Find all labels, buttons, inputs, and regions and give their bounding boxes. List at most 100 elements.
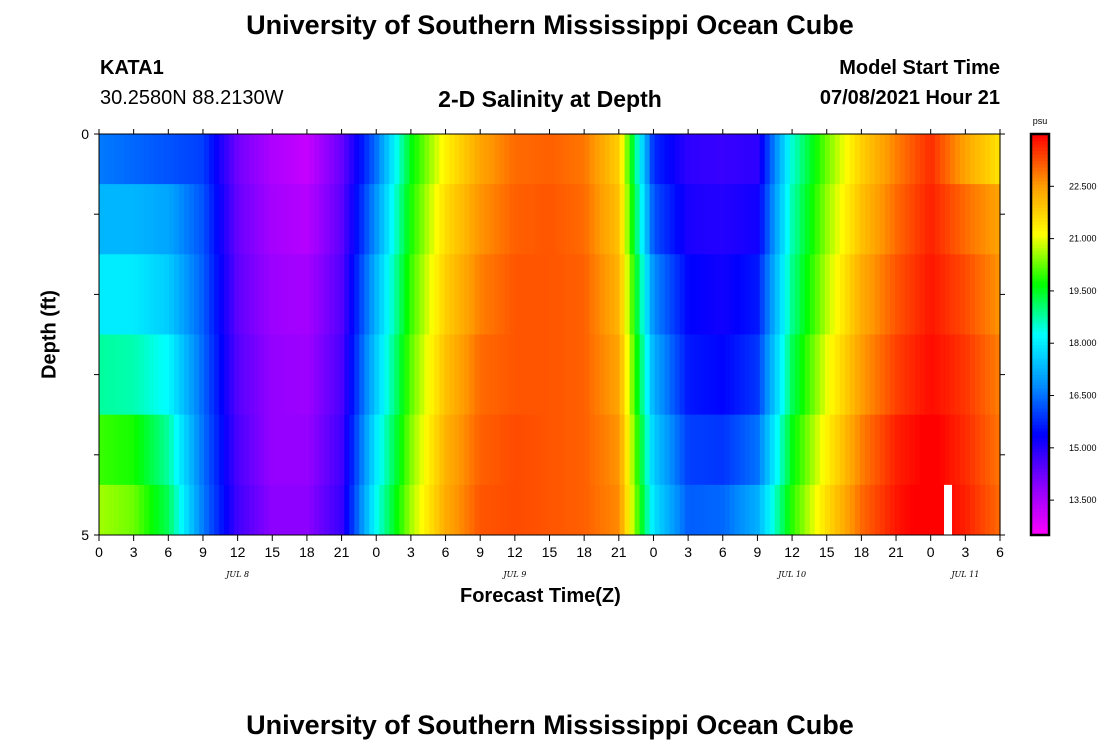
heatmap-cell bbox=[279, 254, 285, 335]
heatmap-cell bbox=[149, 334, 155, 416]
heatmap-cell bbox=[974, 334, 981, 416]
heatmap-cell bbox=[779, 254, 786, 335]
heatmap-cell bbox=[194, 254, 200, 335]
colorbar-segment bbox=[1031, 167, 1049, 172]
heatmap-cell bbox=[279, 134, 285, 185]
heatmap-cell bbox=[149, 254, 155, 335]
heatmap-cell bbox=[594, 184, 601, 255]
heatmap-cell bbox=[714, 254, 721, 335]
heatmap-cell bbox=[864, 334, 871, 416]
colorbar-segment bbox=[1031, 377, 1049, 382]
heatmap-cell bbox=[974, 254, 981, 335]
heatmap-cell bbox=[304, 484, 310, 536]
heatmap-cell bbox=[99, 254, 105, 335]
colorbar-segment bbox=[1031, 371, 1049, 376]
heatmap-cell bbox=[354, 134, 360, 185]
heatmap-cell bbox=[429, 334, 435, 416]
heatmap-cell bbox=[119, 134, 125, 185]
heatmap-cell bbox=[124, 484, 130, 536]
heatmap-cell bbox=[519, 334, 526, 416]
colorbar-segment bbox=[1031, 531, 1049, 536]
colorbar-segment bbox=[1031, 391, 1049, 396]
heatmap-cell bbox=[434, 254, 440, 335]
colorbar-segment bbox=[1031, 444, 1049, 449]
model-start-label: Model Start Time bbox=[839, 57, 1000, 79]
heatmap-cell bbox=[589, 254, 596, 335]
heatmap-cell bbox=[589, 134, 596, 185]
heatmap-cell bbox=[684, 334, 691, 416]
colorbar-segment bbox=[1031, 414, 1049, 419]
heatmap-cell bbox=[484, 484, 491, 536]
heatmap-cell bbox=[329, 334, 335, 416]
heatmap-cell bbox=[539, 414, 546, 486]
heatmap-cell bbox=[169, 484, 175, 536]
heatmap-cell bbox=[319, 254, 325, 335]
heatmap-cell bbox=[594, 414, 601, 486]
colorbar-segment bbox=[1031, 264, 1049, 269]
heatmap-cell bbox=[709, 184, 716, 255]
heatmap-cell bbox=[834, 334, 841, 416]
heatmap-cell bbox=[959, 184, 966, 255]
heatmap-cell bbox=[904, 334, 911, 416]
heatmap-cell bbox=[784, 184, 791, 255]
colorbar-segment bbox=[1031, 504, 1049, 509]
heatmap-cell bbox=[114, 184, 120, 255]
heatmap-cell bbox=[434, 134, 440, 185]
heatmap-cell bbox=[924, 334, 931, 416]
heatmap-cell bbox=[629, 254, 636, 335]
heatmap-cell bbox=[604, 414, 611, 486]
heatmap-cell bbox=[584, 484, 591, 536]
heatmap-cell bbox=[259, 484, 265, 536]
colorbar-segment bbox=[1031, 351, 1049, 356]
colorbar-segment bbox=[1031, 144, 1049, 148]
x-tick-label: 0 bbox=[927, 544, 935, 560]
heatmap-cell bbox=[304, 134, 310, 185]
heatmap-cell bbox=[189, 414, 195, 486]
heatmap-cell bbox=[954, 134, 961, 185]
heatmap-cell bbox=[494, 414, 501, 486]
heatmap-cell bbox=[909, 414, 916, 486]
heatmap-cell bbox=[704, 334, 711, 416]
heatmap-cell bbox=[634, 334, 641, 416]
colorbar-segment bbox=[1031, 224, 1049, 229]
heatmap-cell bbox=[969, 184, 976, 255]
heatmap-cell bbox=[409, 134, 415, 185]
heatmap-cell bbox=[244, 484, 250, 536]
heatmap-cell bbox=[599, 414, 606, 486]
heatmap-cell bbox=[499, 134, 506, 185]
heatmap-cell bbox=[619, 484, 626, 536]
heatmap-cell bbox=[844, 134, 851, 185]
colorbar-tick-label: 18.000 bbox=[1069, 338, 1097, 348]
heatmap-cell bbox=[959, 334, 966, 416]
colorbar-tick-label: 13.500 bbox=[1069, 495, 1097, 505]
heatmap-cell bbox=[944, 254, 951, 335]
heatmap-cell bbox=[654, 414, 661, 486]
heatmap-cell bbox=[554, 254, 561, 335]
heatmap-cell bbox=[374, 414, 380, 486]
heatmap-cell bbox=[874, 254, 881, 335]
heatmap-cell bbox=[939, 184, 946, 255]
heatmap-cell bbox=[514, 334, 521, 416]
heatmap-cell bbox=[794, 414, 801, 486]
heatmap-cell bbox=[929, 254, 936, 335]
heatmap-cell bbox=[869, 134, 876, 185]
heatmap-cell bbox=[349, 484, 355, 536]
heatmap-cell bbox=[359, 414, 365, 486]
heatmap-cell bbox=[989, 254, 996, 335]
heatmap-cell bbox=[609, 334, 616, 416]
heatmap-cell bbox=[724, 334, 731, 416]
heatmap-cell bbox=[889, 334, 896, 416]
colorbar-segment bbox=[1031, 468, 1049, 473]
heatmap-cell bbox=[494, 334, 501, 416]
heatmap-cell bbox=[934, 484, 941, 536]
heatmap-cell bbox=[889, 134, 896, 185]
heatmap-cell bbox=[284, 484, 290, 536]
heatmap-cell bbox=[119, 414, 125, 486]
colorbar-segment bbox=[1031, 488, 1049, 493]
heatmap-cell bbox=[624, 184, 631, 255]
colorbar-segment bbox=[1031, 324, 1049, 329]
heatmap-cell bbox=[689, 414, 696, 486]
heatmap-cell bbox=[659, 184, 666, 255]
heatmap-cell bbox=[734, 184, 741, 255]
colorbar-segment bbox=[1031, 344, 1049, 349]
